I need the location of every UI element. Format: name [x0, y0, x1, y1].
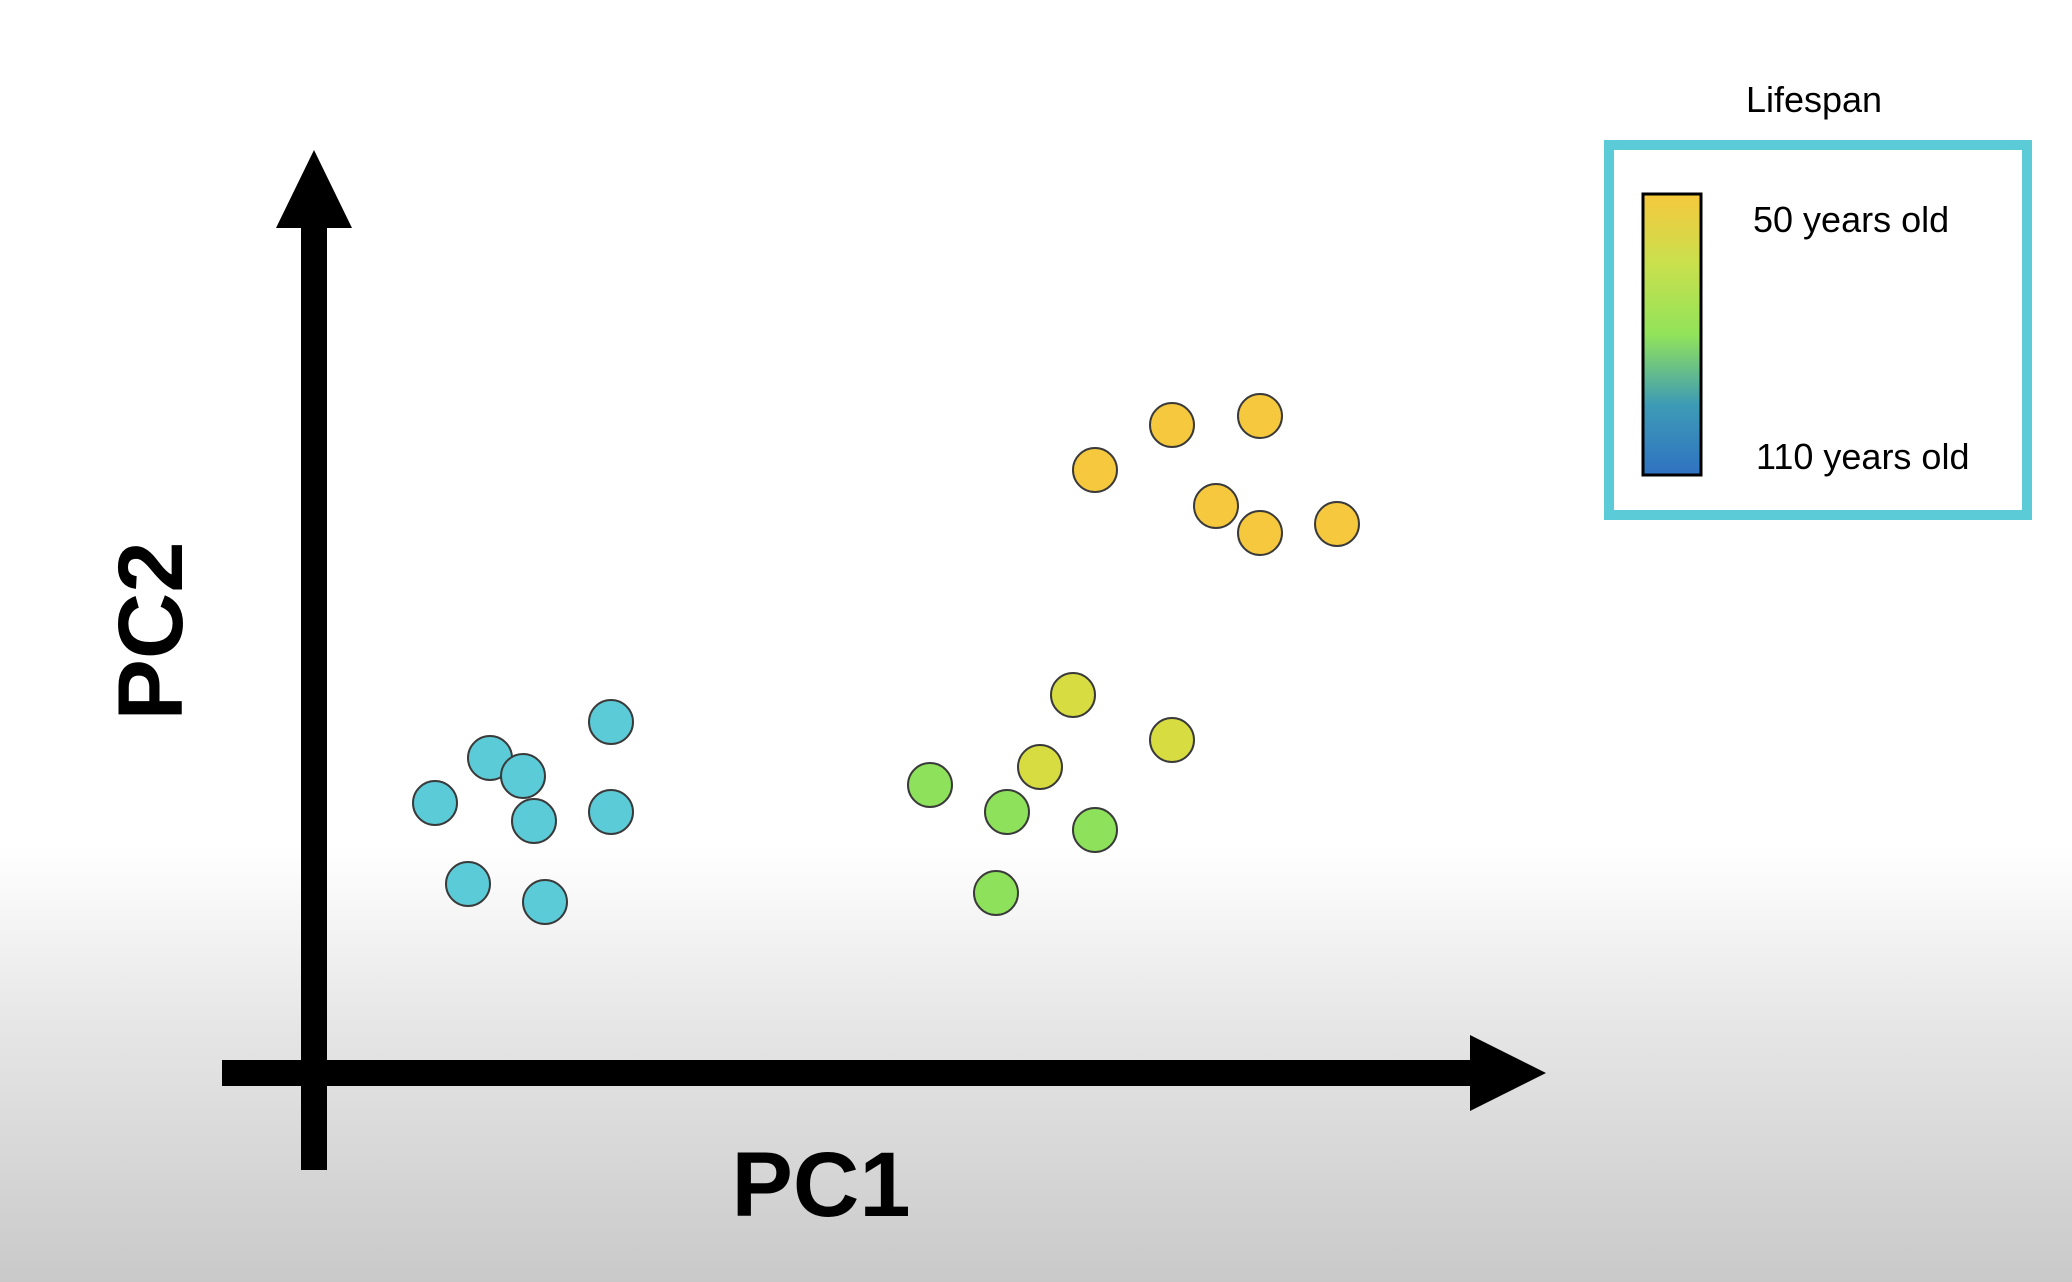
data-point — [588, 699, 634, 745]
data-point — [973, 870, 1019, 916]
axes — [222, 150, 1546, 1170]
data-point — [1050, 672, 1096, 718]
data-point — [1072, 447, 1118, 493]
data-point — [984, 789, 1030, 835]
data-point — [1237, 393, 1283, 439]
data-point — [588, 789, 634, 835]
data-point — [1017, 744, 1063, 790]
data-point — [445, 861, 491, 907]
legend-title: Lifespan — [1746, 79, 1882, 120]
data-point — [1314, 501, 1360, 547]
data-point — [1149, 402, 1195, 448]
data-point — [511, 798, 557, 844]
data-point — [1149, 717, 1195, 763]
x-axis-arrowhead — [1470, 1035, 1546, 1111]
colorbar-bottom-label: 110 years old — [1756, 436, 1969, 477]
data-point — [1237, 510, 1283, 556]
colorbar — [1641, 192, 1703, 477]
data-points — [412, 393, 1360, 925]
data-point — [1193, 483, 1239, 529]
x-axis-label: PC1 — [732, 1134, 911, 1236]
colorbar-top-label: 50 years old — [1753, 199, 1949, 240]
data-point — [522, 879, 568, 925]
data-point — [1072, 807, 1118, 853]
legend-border — [1604, 140, 2032, 520]
data-point — [907, 762, 953, 808]
colorbar-legend: Lifespan 50 years old 110 years old — [1604, 79, 2032, 520]
data-point — [500, 753, 546, 799]
y-axis-label: PC2 — [100, 542, 202, 721]
y-axis-arrowhead — [276, 150, 352, 228]
data-point — [412, 780, 458, 826]
